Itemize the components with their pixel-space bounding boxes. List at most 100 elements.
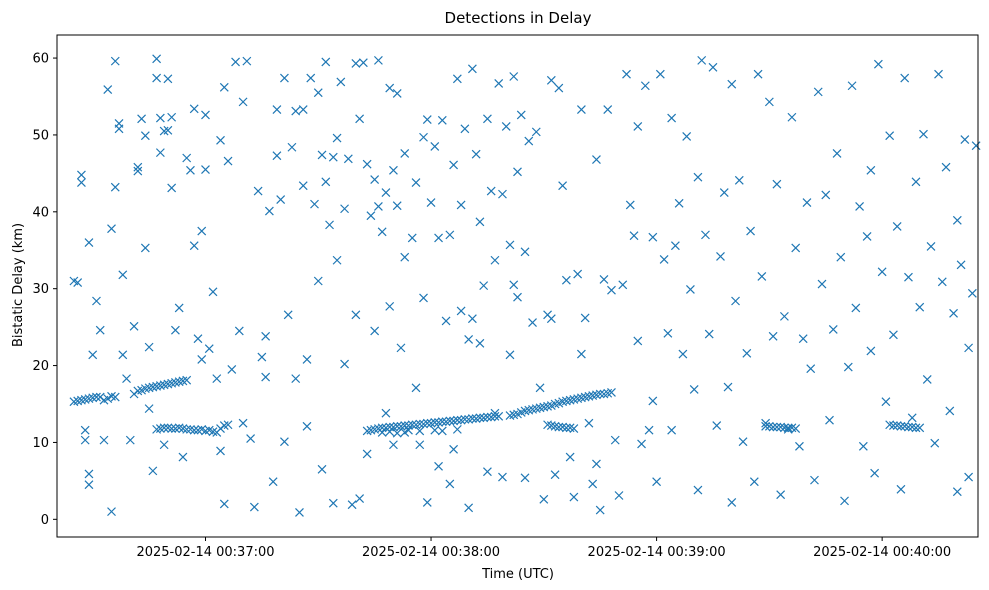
data-point-marker (422, 115, 432, 124)
data-point-marker (434, 233, 443, 243)
data-point-marker (475, 413, 485, 423)
x-tick-label: 2025-02-14 00:40:00 (813, 545, 951, 560)
data-point-marker (682, 132, 692, 141)
data-point-marker (80, 425, 90, 435)
data-point-marker (422, 497, 432, 507)
data-point-marker (189, 104, 199, 114)
data-point-marker (576, 105, 586, 114)
data-point-marker (452, 74, 462, 84)
data-point-marker (475, 217, 485, 227)
data-point-marker (370, 175, 380, 184)
data-point-marker (475, 338, 485, 348)
data-point-marker (870, 468, 880, 478)
data-point-marker (170, 325, 180, 335)
data-point-marker (505, 240, 515, 250)
data-point-marker (479, 281, 489, 291)
data-point-marker (731, 296, 740, 306)
data-point-marker (520, 247, 530, 257)
data-point-marker (483, 412, 492, 422)
data-point-marker (840, 496, 849, 506)
data-point-marker (415, 419, 425, 429)
data-point-marker (351, 59, 361, 68)
data-point-marker (670, 241, 680, 251)
data-point-marker (392, 421, 402, 431)
data-point-marker (407, 233, 417, 243)
data-point-marker (321, 57, 331, 67)
data-point-marker (637, 439, 646, 449)
data-point-marker (520, 473, 530, 483)
data-point-marker (460, 414, 470, 424)
data-point-marker (355, 494, 365, 503)
data-point-marker (919, 129, 928, 139)
data-point-marker (291, 374, 301, 384)
data-point-marker (118, 270, 128, 280)
data-point-marker (122, 374, 131, 384)
data-point-marker (445, 230, 455, 240)
data-point-marker (201, 110, 210, 120)
data-point-marker (107, 507, 116, 517)
data-point-marker (873, 59, 883, 69)
data-point-marker (483, 114, 492, 124)
data-point-marker (148, 466, 158, 476)
data-point-marker (389, 165, 398, 175)
data-point-marker (813, 87, 823, 97)
data-point-marker (708, 62, 718, 72)
data-point-marker (362, 449, 372, 459)
data-point-marker (182, 153, 192, 163)
data-point-marker (640, 81, 650, 91)
data-point-marker (283, 310, 293, 320)
data-point-marker (655, 69, 665, 79)
data-point-marker (246, 434, 256, 444)
data-point-marker (524, 136, 534, 146)
data-point-marker (843, 362, 853, 372)
data-point-marker (328, 498, 338, 508)
data-point-marker (625, 200, 635, 210)
x-tick-label: 2025-02-14 00:37:00 (136, 545, 274, 560)
data-point-marker (464, 335, 474, 344)
data-point-marker (291, 106, 301, 116)
axes-frame (56, 34, 979, 538)
y-tick-label: 0 (41, 513, 49, 528)
data-point-marker (340, 359, 350, 369)
data-point-marker (486, 186, 496, 196)
data-point-marker (99, 435, 109, 445)
data-point-marker (753, 69, 763, 79)
data-point-marker (343, 154, 353, 164)
data-point-marker (452, 424, 462, 434)
data-point-marker (610, 435, 620, 445)
data-point-marker (103, 85, 113, 95)
data-point-marker (828, 325, 838, 334)
data-point-marker (847, 81, 857, 91)
data-point-marker (934, 69, 943, 79)
data-point-marker (332, 133, 342, 143)
y-tick-label: 60 (32, 52, 49, 67)
data-point-marker (467, 314, 477, 324)
data-point-marker (441, 316, 451, 326)
data-point-marker (494, 79, 504, 88)
data-point-marker (385, 83, 395, 93)
data-point-marker (791, 243, 801, 253)
data-point-marker (415, 426, 425, 436)
data-point-marker (607, 388, 616, 397)
data-point-marker (464, 503, 474, 513)
data-point-marker (347, 500, 357, 510)
data-point-marker (460, 124, 470, 134)
data-point-marker (930, 438, 940, 448)
data-point-marker (964, 343, 974, 353)
x-tick-label: 2025-02-14 00:39:00 (588, 545, 726, 560)
data-point-marker (937, 277, 947, 287)
data-point-marker (757, 271, 767, 281)
data-point-marker (573, 269, 583, 279)
data-point-marker (219, 82, 229, 92)
data-point-marker (550, 470, 560, 480)
data-point-marker (599, 275, 609, 284)
data-point-marker (280, 437, 289, 447)
data-point-marker (167, 112, 177, 122)
data-point-marker (941, 162, 951, 172)
data-point-marker (155, 148, 165, 158)
data-point-marker (802, 198, 812, 208)
data-point-marker (761, 421, 771, 431)
data-point-marker (159, 440, 169, 450)
data-point-marker (437, 426, 447, 436)
